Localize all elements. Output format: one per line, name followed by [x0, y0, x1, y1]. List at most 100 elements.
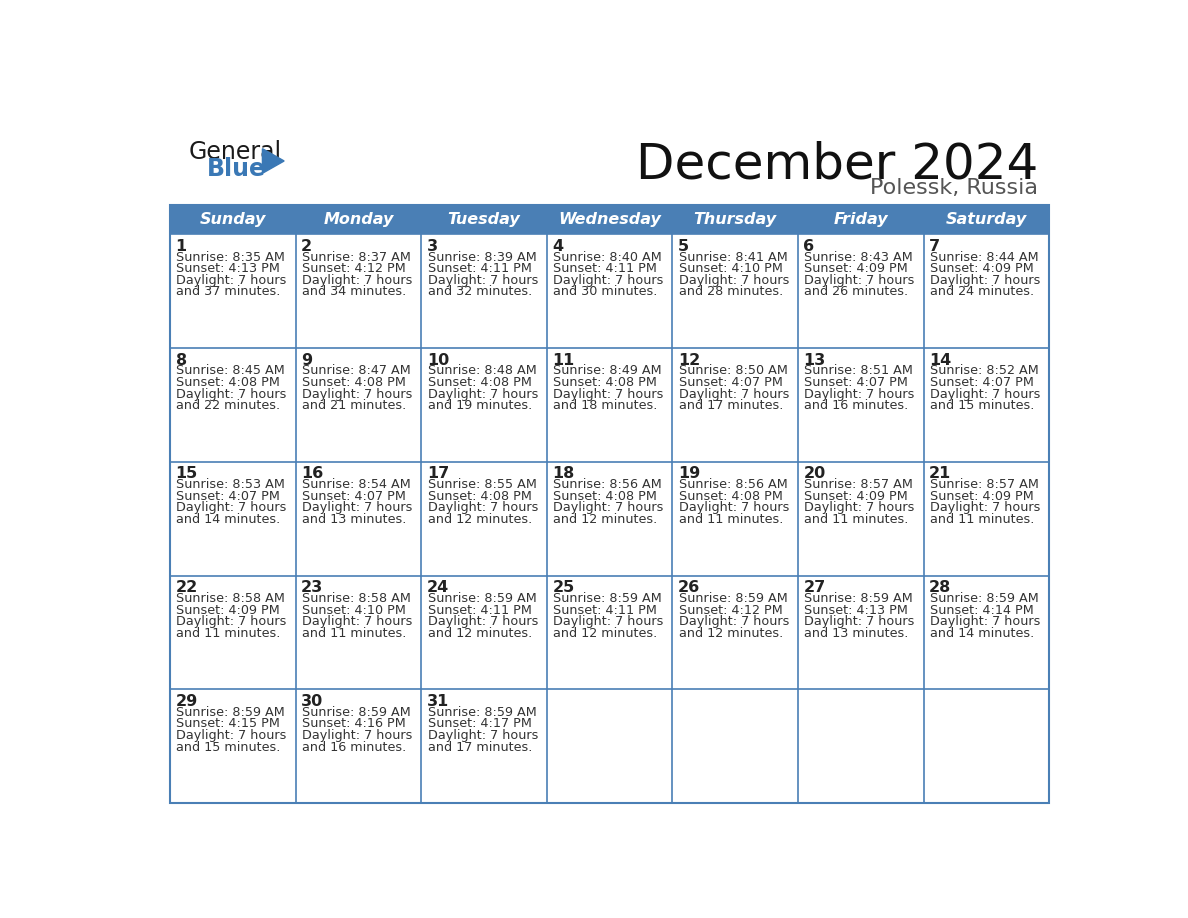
Text: Daylight: 7 hours: Daylight: 7 hours — [930, 274, 1040, 286]
Text: Sunset: 4:08 PM: Sunset: 4:08 PM — [176, 376, 280, 389]
Text: and 12 minutes.: and 12 minutes. — [428, 627, 532, 640]
Text: 26: 26 — [678, 580, 700, 595]
Text: Thursday: Thursday — [694, 212, 777, 227]
Text: Sunrise: 8:44 AM: Sunrise: 8:44 AM — [930, 251, 1038, 263]
Text: and 12 minutes.: and 12 minutes. — [554, 627, 657, 640]
Text: Daylight: 7 hours: Daylight: 7 hours — [302, 729, 412, 742]
Text: Sunrise: 8:39 AM: Sunrise: 8:39 AM — [428, 251, 536, 263]
Text: December 2024: December 2024 — [636, 141, 1038, 189]
Text: Daylight: 7 hours: Daylight: 7 hours — [554, 387, 663, 400]
Text: Daylight: 7 hours: Daylight: 7 hours — [176, 729, 286, 742]
Text: Sunrise: 8:40 AM: Sunrise: 8:40 AM — [554, 251, 662, 263]
Text: and 11 minutes.: and 11 minutes. — [804, 513, 909, 526]
Text: Sunrise: 8:35 AM: Sunrise: 8:35 AM — [176, 251, 285, 263]
Text: Daylight: 7 hours: Daylight: 7 hours — [176, 274, 286, 286]
Text: 8: 8 — [176, 353, 187, 367]
Text: and 17 minutes.: and 17 minutes. — [678, 399, 783, 412]
Text: 1: 1 — [176, 239, 187, 253]
Text: Sunset: 4:08 PM: Sunset: 4:08 PM — [678, 490, 783, 503]
Text: Sunset: 4:11 PM: Sunset: 4:11 PM — [554, 263, 657, 275]
Text: 13: 13 — [803, 353, 826, 367]
Text: Daylight: 7 hours: Daylight: 7 hours — [804, 387, 915, 400]
Text: Sunrise: 8:45 AM: Sunrise: 8:45 AM — [176, 364, 285, 377]
Text: Sunrise: 8:48 AM: Sunrise: 8:48 AM — [428, 364, 536, 377]
Text: 30: 30 — [302, 694, 323, 709]
Text: Daylight: 7 hours: Daylight: 7 hours — [428, 615, 538, 628]
Text: Sunrise: 8:53 AM: Sunrise: 8:53 AM — [176, 478, 285, 491]
Text: Sunset: 4:16 PM: Sunset: 4:16 PM — [302, 718, 405, 731]
Text: Sunday: Sunday — [200, 212, 266, 227]
Text: 29: 29 — [176, 694, 198, 709]
Text: Daylight: 7 hours: Daylight: 7 hours — [554, 615, 663, 628]
Text: Daylight: 7 hours: Daylight: 7 hours — [678, 274, 789, 286]
Text: 12: 12 — [678, 353, 700, 367]
Text: Sunset: 4:15 PM: Sunset: 4:15 PM — [176, 718, 280, 731]
Text: Daylight: 7 hours: Daylight: 7 hours — [302, 274, 412, 286]
Text: and 32 minutes.: and 32 minutes. — [428, 285, 532, 298]
Text: Daylight: 7 hours: Daylight: 7 hours — [428, 387, 538, 400]
Text: Sunrise: 8:58 AM: Sunrise: 8:58 AM — [302, 592, 411, 605]
Text: and 28 minutes.: and 28 minutes. — [678, 285, 783, 298]
Bar — [170, 205, 1049, 803]
Text: Sunset: 4:17 PM: Sunset: 4:17 PM — [428, 718, 531, 731]
Text: and 15 minutes.: and 15 minutes. — [176, 741, 280, 754]
Text: Daylight: 7 hours: Daylight: 7 hours — [428, 729, 538, 742]
Text: Sunset: 4:11 PM: Sunset: 4:11 PM — [428, 604, 531, 617]
Text: Daylight: 7 hours: Daylight: 7 hours — [930, 501, 1040, 514]
Text: and 12 minutes.: and 12 minutes. — [554, 513, 657, 526]
Text: 20: 20 — [803, 466, 826, 481]
Text: and 14 minutes.: and 14 minutes. — [176, 513, 280, 526]
Text: 27: 27 — [803, 580, 826, 595]
Text: Daylight: 7 hours: Daylight: 7 hours — [678, 387, 789, 400]
Text: Sunset: 4:08 PM: Sunset: 4:08 PM — [554, 376, 657, 389]
Text: and 16 minutes.: and 16 minutes. — [804, 399, 909, 412]
Text: 6: 6 — [803, 239, 815, 253]
Text: Sunrise: 8:54 AM: Sunrise: 8:54 AM — [302, 478, 411, 491]
Text: 16: 16 — [302, 466, 323, 481]
Text: and 30 minutes.: and 30 minutes. — [554, 285, 657, 298]
Text: Daylight: 7 hours: Daylight: 7 hours — [302, 501, 412, 514]
Text: Sunset: 4:14 PM: Sunset: 4:14 PM — [930, 604, 1034, 617]
Text: Daylight: 7 hours: Daylight: 7 hours — [930, 387, 1040, 400]
Text: Sunrise: 8:37 AM: Sunrise: 8:37 AM — [302, 251, 411, 263]
Text: 17: 17 — [426, 466, 449, 481]
Text: Sunset: 4:08 PM: Sunset: 4:08 PM — [302, 376, 406, 389]
Text: Daylight: 7 hours: Daylight: 7 hours — [428, 274, 538, 286]
Text: Sunrise: 8:52 AM: Sunrise: 8:52 AM — [930, 364, 1038, 377]
Text: Polessk, Russia: Polessk, Russia — [870, 178, 1038, 198]
Text: Sunset: 4:11 PM: Sunset: 4:11 PM — [554, 604, 657, 617]
Text: Daylight: 7 hours: Daylight: 7 hours — [678, 615, 789, 628]
Text: Blue: Blue — [207, 157, 266, 181]
Text: Sunrise: 8:49 AM: Sunrise: 8:49 AM — [554, 364, 662, 377]
Text: Sunrise: 8:56 AM: Sunrise: 8:56 AM — [678, 478, 788, 491]
Text: Daylight: 7 hours: Daylight: 7 hours — [428, 501, 538, 514]
Text: Sunset: 4:08 PM: Sunset: 4:08 PM — [428, 490, 531, 503]
Text: Daylight: 7 hours: Daylight: 7 hours — [302, 387, 412, 400]
Text: Sunrise: 8:59 AM: Sunrise: 8:59 AM — [428, 706, 536, 719]
Text: 5: 5 — [678, 239, 689, 253]
Text: Sunrise: 8:50 AM: Sunrise: 8:50 AM — [678, 364, 788, 377]
Text: Sunrise: 8:41 AM: Sunrise: 8:41 AM — [678, 251, 788, 263]
Text: and 15 minutes.: and 15 minutes. — [930, 399, 1034, 412]
Text: 23: 23 — [302, 580, 323, 595]
Text: Tuesday: Tuesday — [448, 212, 520, 227]
Text: Sunset: 4:07 PM: Sunset: 4:07 PM — [302, 490, 406, 503]
Bar — [170, 205, 1049, 234]
Text: Daylight: 7 hours: Daylight: 7 hours — [804, 274, 915, 286]
Text: and 11 minutes.: and 11 minutes. — [176, 627, 280, 640]
Text: 4: 4 — [552, 239, 563, 253]
Text: Sunrise: 8:59 AM: Sunrise: 8:59 AM — [176, 706, 285, 719]
Text: Wednesday: Wednesday — [558, 212, 661, 227]
Polygon shape — [263, 149, 284, 174]
Text: Daylight: 7 hours: Daylight: 7 hours — [176, 615, 286, 628]
Text: Sunset: 4:08 PM: Sunset: 4:08 PM — [428, 376, 531, 389]
Text: Daylight: 7 hours: Daylight: 7 hours — [678, 501, 789, 514]
Text: and 22 minutes.: and 22 minutes. — [176, 399, 280, 412]
Text: Daylight: 7 hours: Daylight: 7 hours — [930, 615, 1040, 628]
Text: and 12 minutes.: and 12 minutes. — [428, 513, 532, 526]
Text: 9: 9 — [302, 353, 312, 367]
Text: 28: 28 — [929, 580, 952, 595]
Text: Sunrise: 8:51 AM: Sunrise: 8:51 AM — [804, 364, 914, 377]
Text: 25: 25 — [552, 580, 575, 595]
Text: Sunrise: 8:47 AM: Sunrise: 8:47 AM — [302, 364, 411, 377]
